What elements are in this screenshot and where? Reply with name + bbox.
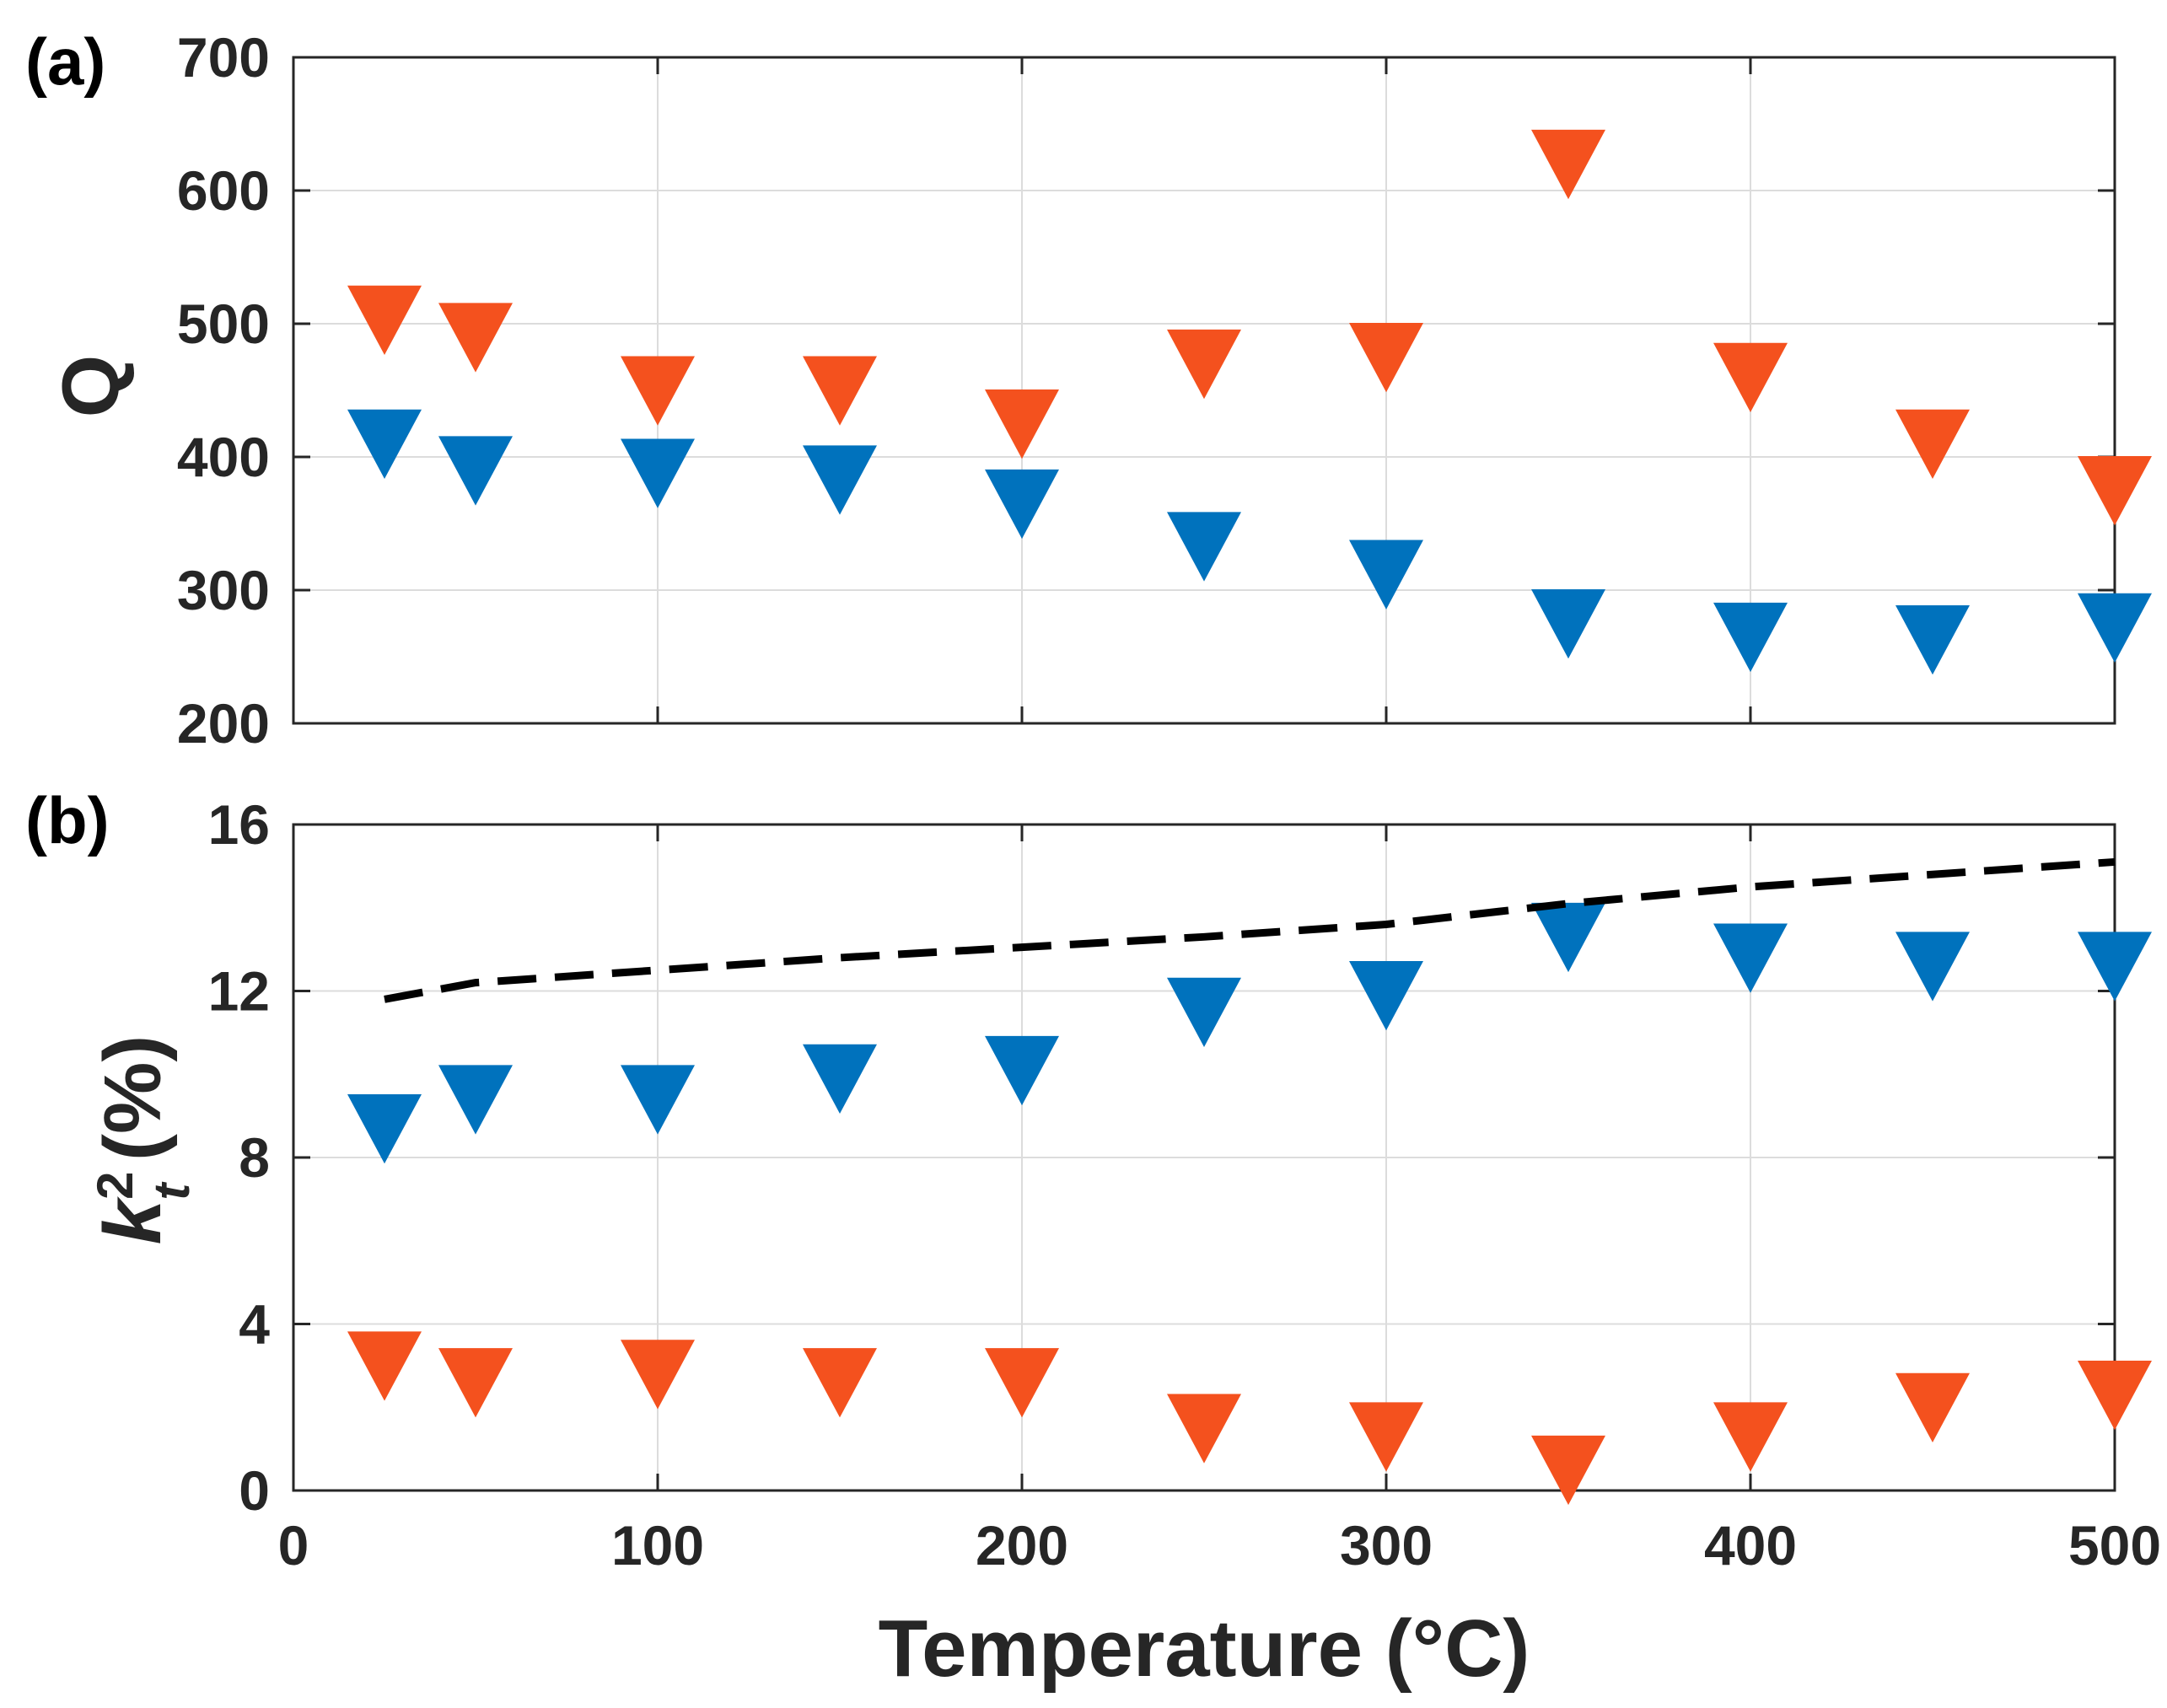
panel-a-blue-marker	[1895, 604, 1970, 675]
panel-b-orange-marker	[347, 1331, 422, 1401]
panel-a-label: (a)	[25, 24, 105, 99]
x-tick-label: 400	[1704, 1514, 1797, 1576]
panel-b-ytick-label: 12	[208, 960, 270, 1023]
panel-a-orange-marker	[985, 389, 1059, 459]
panel-a-ytick-label: 600	[177, 159, 270, 222]
panel-a-orange-marker	[621, 356, 695, 426]
panel-b-orange-marker	[438, 1348, 513, 1418]
panel-b-ytick-label: 0	[239, 1459, 270, 1522]
panel-a-orange-marker	[2078, 456, 2152, 526]
panel-a-orange-marker	[1713, 342, 1788, 412]
ylabel-subscript: t	[143, 1181, 200, 1200]
panel-a-orange-marker	[1167, 329, 1241, 400]
panel-b-ytick-label: 16	[208, 793, 270, 856]
panel-b-blue-marker	[438, 1065, 513, 1135]
panel-b-blue-marker	[2078, 932, 2152, 1002]
panel-b-blue-marker	[803, 1044, 877, 1114]
x-tick-label: 500	[2068, 1514, 2161, 1576]
panel-a-orange-marker	[1349, 323, 1423, 393]
panel-a-y-axis-label: Q	[46, 355, 136, 418]
x-axis-label: Temperature (°C)	[879, 1603, 1530, 1694]
panel-b-blue-marker	[1531, 902, 1605, 973]
panel-a-blue-marker	[1167, 512, 1241, 582]
panel-b-blue-marker	[1349, 960, 1423, 1031]
marks-layer	[347, 129, 2152, 1506]
x-tick-label: 200	[976, 1514, 1068, 1576]
panel-b-blue-marker	[347, 1093, 422, 1164]
panel-a-axes-box	[292, 56, 2116, 725]
x-tick-label: 100	[611, 1514, 704, 1576]
panel-b-label: (b)	[25, 783, 110, 857]
panel-b-blue-marker	[985, 1035, 1059, 1106]
panel-a-orange-marker	[1895, 409, 1970, 479]
panel-b-blue-marker	[621, 1065, 695, 1135]
panel-a-ytick-label: 300	[177, 559, 270, 621]
panel-b-ytick-label: 4	[239, 1293, 270, 1356]
panel-a-orange-marker	[803, 356, 877, 426]
panel-b-blue-marker	[1167, 977, 1241, 1047]
axes-layer	[292, 56, 2116, 1492]
panel-a-blue-marker	[1713, 602, 1788, 673]
panel-b-blue-marker	[1713, 923, 1788, 993]
panel-b-blue-marker	[1895, 932, 1970, 1002]
panel-b-orange-marker	[1713, 1402, 1788, 1472]
panel-b-ytick-label: 8	[239, 1126, 270, 1189]
panel-b-orange-marker	[621, 1340, 695, 1410]
text-layer: (a) (b) Q k2t (%) Temperature (°C) 20030…	[25, 24, 2161, 1694]
panel-a-orange-marker	[1531, 129, 1605, 200]
panel-a-orange-marker	[438, 303, 513, 373]
panel-b-orange-marker	[985, 1348, 1059, 1418]
panel-b-orange-marker	[803, 1348, 877, 1418]
panel-a-ytick-label: 400	[177, 426, 270, 488]
panel-a-blue-marker	[1349, 540, 1423, 610]
ylabel-superscript: 2	[87, 1172, 143, 1200]
panel-a-orange-marker	[347, 285, 422, 356]
panel-b-orange-marker	[1167, 1394, 1241, 1464]
ylabel-base: k	[88, 1195, 178, 1244]
x-tick-label: 300	[1340, 1514, 1433, 1576]
panel-b-y-axis-label: k2t (%)	[87, 1035, 200, 1245]
panel-a-blue-marker	[803, 445, 877, 515]
ylabel-unit: (%)	[88, 1035, 178, 1184]
panel-a-blue-marker	[621, 438, 695, 508]
dashed-trend-line	[384, 857, 2116, 1003]
panel-a-ytick-label: 500	[177, 293, 270, 355]
panel-b-orange-marker	[1349, 1402, 1423, 1472]
panel-b-orange-marker	[2078, 1360, 2152, 1431]
panel-a-ytick-label: 200	[177, 692, 270, 755]
x-tick-label: 0	[278, 1514, 309, 1576]
panel-a-blue-marker	[985, 469, 1059, 540]
panel-a-ytick-label: 700	[177, 26, 270, 89]
panel-a-blue-marker	[438, 436, 513, 506]
panel-b-orange-marker	[1895, 1372, 1970, 1443]
panel-a-blue-marker	[1531, 589, 1605, 659]
panel-b-orange-marker	[1531, 1435, 1605, 1506]
panel-a-blue-marker	[2078, 593, 2152, 663]
panel-a-blue-marker	[347, 409, 422, 479]
